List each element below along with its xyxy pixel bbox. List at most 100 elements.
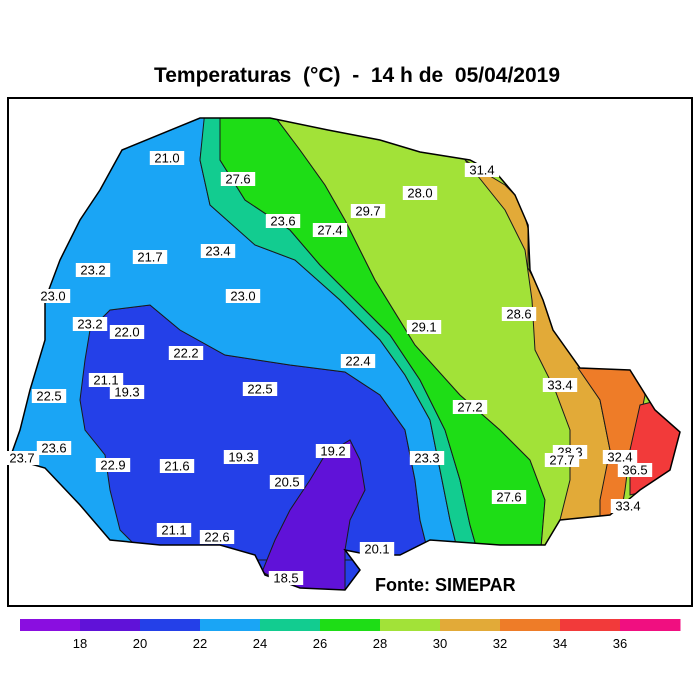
station-temperature-value: 23.2 bbox=[80, 263, 105, 278]
station-label: 19.3 bbox=[223, 450, 259, 465]
station-label: 19.3 bbox=[109, 385, 145, 400]
station-temperature-value: 22.6 bbox=[204, 530, 229, 545]
station-label: 18.5 bbox=[268, 571, 304, 586]
station-label-box bbox=[452, 400, 488, 414]
station-label: 21.6 bbox=[159, 459, 195, 474]
station-temperature-value: 32.4 bbox=[607, 450, 632, 465]
legend-swatch bbox=[380, 619, 441, 631]
station-temperature-value: 28.0 bbox=[407, 186, 432, 201]
station-label: 28.0 bbox=[402, 186, 438, 201]
station-label-box bbox=[617, 463, 653, 477]
station-label: 23.0 bbox=[225, 289, 261, 304]
station-label: 23.0 bbox=[35, 289, 71, 304]
station-temperature-value: 23.0 bbox=[230, 289, 255, 304]
station-temperature-value: 21.7 bbox=[137, 250, 162, 265]
station-temperature-value: 36.5 bbox=[622, 463, 647, 478]
legend-tick-label: 34 bbox=[553, 636, 567, 651]
station-label-box bbox=[406, 320, 442, 334]
station-label: 19.2 bbox=[315, 444, 351, 459]
station-label: 27.6 bbox=[491, 490, 527, 505]
station-label-box bbox=[220, 172, 256, 186]
station-label-box bbox=[159, 459, 195, 473]
station-label: 29.1 bbox=[406, 320, 442, 335]
station-label: 22.2 bbox=[168, 346, 204, 361]
legend-swatch bbox=[440, 619, 501, 631]
station-label: 21.0 bbox=[149, 151, 185, 166]
station-temperature-value: 27.7 bbox=[549, 453, 574, 468]
station-label-box bbox=[312, 223, 348, 237]
station-label-box bbox=[75, 263, 111, 277]
station-label: 20.1 bbox=[359, 542, 395, 557]
station-label-box bbox=[542, 378, 578, 392]
station-label-box bbox=[36, 441, 72, 455]
legend-tick-label: 22 bbox=[193, 636, 207, 651]
station-label-box bbox=[501, 307, 537, 321]
station-temperature-value: 23.3 bbox=[414, 451, 439, 466]
station-label: 22.4 bbox=[340, 354, 376, 369]
station-temperature-value: 23.2 bbox=[77, 317, 102, 332]
station-label-box bbox=[242, 382, 278, 396]
legend-swatch bbox=[80, 619, 141, 631]
legend-swatch bbox=[320, 619, 381, 631]
station-label: 33.4 bbox=[542, 378, 578, 393]
station-label: 21.1 bbox=[88, 373, 124, 388]
station-label-box bbox=[156, 523, 192, 537]
station-temperature-value: 29.1 bbox=[411, 320, 436, 335]
legend-swatch bbox=[620, 619, 681, 631]
station-temperature-value: 23.6 bbox=[41, 441, 66, 456]
station-temperature-value: 33.4 bbox=[547, 378, 572, 393]
station-label-box bbox=[109, 385, 145, 399]
station-temperature-value: 22.5 bbox=[247, 382, 272, 397]
station-temperature-value: 21.6 bbox=[164, 459, 189, 474]
station-label-box bbox=[223, 450, 259, 464]
legend-swatch bbox=[560, 619, 621, 631]
station-label: 23.7 bbox=[4, 451, 40, 466]
station-temperature-value: 33.4 bbox=[615, 499, 640, 514]
station-label: 21.7 bbox=[132, 250, 168, 265]
station-label-box bbox=[200, 244, 236, 258]
legend-tick-label: 18 bbox=[73, 636, 87, 651]
station-label: 33.4 bbox=[610, 499, 646, 514]
legend-tick-label: 20 bbox=[133, 636, 147, 651]
station-temperature-value: 20.5 bbox=[274, 475, 299, 490]
legend-tick-label: 24 bbox=[253, 636, 267, 651]
station-label-box bbox=[409, 451, 445, 465]
station-label-box bbox=[149, 151, 185, 165]
station-label-box bbox=[359, 542, 395, 556]
temperature-zone-indigo bbox=[261, 439, 366, 590]
station-label: 22.5 bbox=[242, 382, 278, 397]
station-label: 23.2 bbox=[75, 263, 111, 278]
station-label-box bbox=[132, 250, 168, 264]
station-temperature-value: 22.0 bbox=[114, 325, 139, 340]
map-title: Temperaturas (°C) - 14 h de 05/04/2019 bbox=[154, 64, 560, 87]
legend-tick-label: 32 bbox=[493, 636, 507, 651]
station-label: 22.5 bbox=[31, 389, 67, 404]
station-temperature-value: 23.0 bbox=[40, 289, 65, 304]
color-legend: 18 20 22 24 26 28 30 32 34 36 bbox=[20, 619, 681, 651]
station-label-box bbox=[35, 289, 71, 303]
station-label: 21.1 bbox=[156, 523, 192, 538]
station-temperature-value: 27.6 bbox=[225, 172, 250, 187]
station-temperature-value: 19.3 bbox=[228, 450, 253, 465]
station-temperature-value: 22.2 bbox=[173, 346, 198, 361]
station-temperature-value: 21.1 bbox=[161, 523, 186, 538]
station-temperature-value: 23.7 bbox=[9, 451, 34, 466]
station-label: 22.9 bbox=[95, 458, 131, 473]
station-label: 31.4 bbox=[464, 163, 500, 178]
station-label-box bbox=[402, 186, 438, 200]
station-label-box bbox=[4, 451, 40, 465]
station-temperature-value: 27.4 bbox=[317, 223, 342, 238]
station-label: 29.7 bbox=[350, 204, 386, 219]
legend-swatch bbox=[20, 619, 81, 631]
legend-tick-label: 26 bbox=[313, 636, 327, 651]
station-temperature-value: 23.4 bbox=[205, 244, 230, 259]
station-temperature-value: 19.2 bbox=[320, 444, 345, 459]
station-label-box bbox=[72, 317, 108, 331]
station-label: 27.7 bbox=[544, 453, 580, 468]
station-temperature-value: 31.4 bbox=[469, 163, 494, 178]
station-temperature-value: 23.6 bbox=[270, 214, 295, 229]
station-label: 27.4 bbox=[312, 223, 348, 238]
legend-swatch bbox=[500, 619, 561, 631]
station-label-box bbox=[268, 571, 304, 585]
